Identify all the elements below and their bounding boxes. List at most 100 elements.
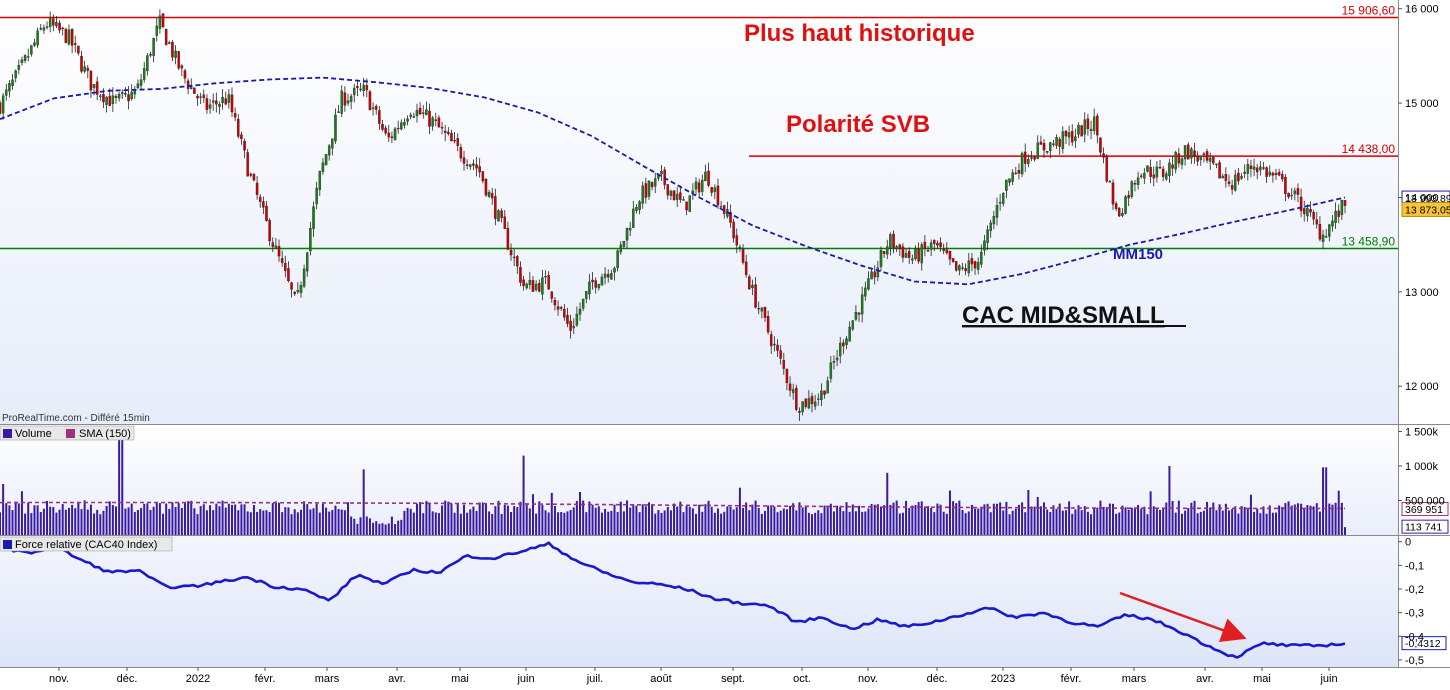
candle-body [594, 280, 597, 288]
volume-bar [999, 502, 1002, 535]
candle-body [983, 240, 986, 251]
volume-bar [375, 521, 378, 535]
volume-bar [372, 522, 375, 535]
x-tick-label: déc. [117, 673, 138, 685]
candle-body [5, 89, 8, 96]
candle-body [958, 265, 961, 271]
volume-bar [390, 516, 393, 535]
volume-bar [735, 507, 738, 535]
volume-bar [905, 500, 908, 535]
candle-body [541, 277, 544, 295]
volume-bar [773, 506, 776, 535]
volume-bar [597, 506, 600, 535]
volume-bar [444, 500, 447, 535]
candle-body [453, 140, 456, 142]
volume-bar [437, 513, 440, 535]
candle-body [484, 178, 488, 196]
x-tick-label: nov. [858, 673, 878, 685]
candle-body [1306, 208, 1309, 217]
candle-body [544, 275, 547, 278]
candle-body [751, 285, 754, 289]
volume-bar [1328, 503, 1331, 535]
candle-body [835, 357, 839, 361]
candle-body [650, 182, 654, 188]
candle-body [64, 28, 68, 43]
volume-bar [287, 507, 290, 535]
candle-body [754, 284, 757, 308]
volume-bar [1190, 502, 1193, 535]
volume-bar [96, 509, 99, 535]
candle-body [92, 84, 96, 88]
volume-bar [967, 511, 970, 535]
volume-bar [431, 511, 434, 535]
volume-bar [221, 500, 224, 535]
volume-bar [1061, 510, 1064, 535]
volume-bar [1093, 508, 1096, 535]
volume-bar [231, 504, 234, 535]
volume-bar [1127, 509, 1130, 535]
volume-bar [679, 501, 682, 535]
volume-bar [776, 512, 779, 535]
volume-bar [293, 509, 296, 535]
volume-legend-swatch [3, 429, 12, 438]
volume-bar [1017, 504, 1020, 535]
candle-body [1, 95, 5, 114]
candle-body [324, 154, 328, 166]
volume-bar [224, 507, 227, 535]
candle-body [569, 320, 572, 331]
volume-bar [1171, 500, 1174, 535]
volume-bar [933, 512, 936, 535]
volume-bar [174, 506, 177, 535]
volume-bar [528, 508, 531, 535]
volume-bar [459, 513, 462, 535]
candle-body [547, 274, 550, 290]
volume-bar [635, 505, 638, 535]
candle-body [1274, 172, 1278, 175]
volume-bar [472, 506, 475, 535]
volume-bar [632, 504, 635, 535]
candle-body [1180, 158, 1184, 165]
candle-body [1161, 168, 1165, 177]
volume-bar [1033, 506, 1036, 535]
volume-bar [713, 512, 716, 535]
volume-bar [782, 508, 785, 535]
candle-body [1143, 172, 1146, 179]
volume-bar [271, 503, 274, 535]
volume-legend-label: Volume [15, 428, 52, 440]
volume-bar [400, 519, 403, 535]
candle-body [1277, 172, 1281, 176]
candle-body [945, 249, 949, 254]
rs-y-tick-label: -0,5 [1405, 655, 1424, 667]
volume-bar [585, 512, 588, 535]
volume-bar [42, 508, 45, 535]
volume-bar [1293, 504, 1296, 535]
x-tick-label: mai [451, 673, 469, 685]
candle-body [293, 291, 296, 295]
volume-bar [403, 510, 406, 535]
candle-body [886, 246, 889, 255]
volume-y-tick-label: 1 500k [1405, 426, 1439, 438]
volume-bar [948, 490, 951, 535]
candle-body [1039, 141, 1043, 145]
volume-bar [892, 502, 895, 535]
candle-body [1343, 200, 1347, 206]
volume-bar [619, 501, 622, 535]
candle-body [766, 316, 770, 333]
candle-body [237, 118, 240, 137]
candle-body [240, 134, 243, 140]
rs-panel-bg [0, 536, 1398, 667]
volume-bar [5, 503, 8, 535]
volume-bar [1309, 505, 1312, 535]
volume-bar [995, 503, 998, 535]
polarity-annotation: Polarité SVB [786, 111, 930, 138]
candle-body [440, 127, 444, 129]
volume-bar [964, 513, 967, 535]
candle-body [876, 267, 880, 278]
candle-body [321, 162, 325, 172]
volume-bar [544, 510, 547, 535]
volume-bar [1303, 508, 1306, 535]
candle-body [428, 110, 431, 127]
volume-bar [1199, 511, 1202, 535]
candle-body [904, 253, 908, 258]
volume-bar [1143, 506, 1146, 535]
